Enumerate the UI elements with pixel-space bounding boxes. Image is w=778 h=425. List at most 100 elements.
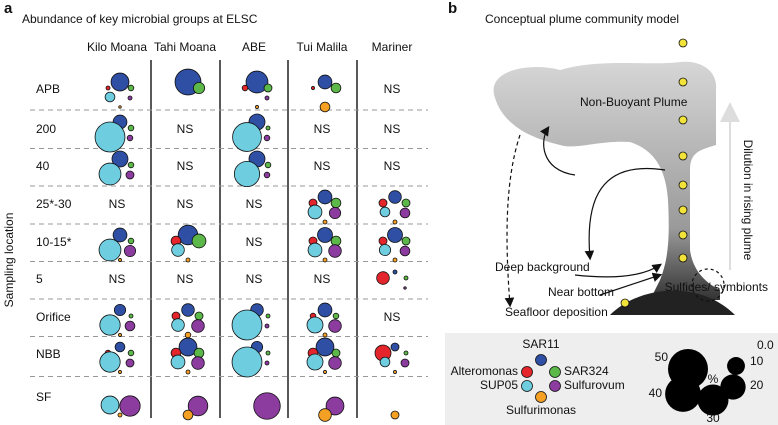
bubble	[128, 313, 134, 319]
bubble	[393, 370, 397, 374]
bubble	[187, 395, 209, 417]
bubble	[315, 337, 335, 357]
bubble	[376, 271, 390, 285]
bubble	[400, 358, 410, 368]
bubble	[118, 370, 122, 374]
bubble	[100, 395, 120, 415]
legend-swatch	[535, 354, 547, 366]
not-sampled: NS	[384, 310, 401, 324]
bubble	[98, 238, 122, 262]
bubble	[231, 309, 263, 341]
size-key-label: 0.0	[757, 338, 774, 352]
bubble	[331, 348, 341, 358]
bubble	[245, 70, 269, 94]
bubble	[325, 396, 345, 416]
bubble	[127, 84, 135, 92]
bubble	[181, 303, 195, 317]
bubble	[118, 333, 122, 337]
not-sampled: NS	[246, 235, 263, 249]
legend-label: Sulfurovum	[564, 378, 625, 392]
bubble	[322, 219, 328, 225]
plume-diagram	[493, 38, 740, 315]
bubble	[390, 410, 400, 420]
size-key	[668, 349, 708, 389]
bubble	[328, 244, 342, 258]
row-label: SF	[36, 390, 51, 404]
bubble	[392, 257, 398, 263]
bubble	[263, 134, 271, 142]
column-label: Tui Malila	[297, 40, 348, 54]
column-label: Tahi Moana	[154, 40, 216, 54]
bubble	[378, 236, 388, 246]
bubble	[323, 370, 327, 374]
bubble	[378, 198, 388, 208]
bubble	[390, 342, 400, 352]
row-label: 200	[36, 122, 56, 136]
bubble	[399, 207, 411, 219]
legend-label: Alteromonas	[451, 364, 518, 378]
bubble	[117, 412, 123, 418]
dilution-label: Dilution in rising plume	[741, 140, 755, 261]
bubble	[387, 227, 403, 243]
bubble	[307, 204, 323, 220]
row-label: NBB	[36, 347, 61, 361]
bubble	[118, 105, 122, 109]
column-label: Mariner	[372, 40, 413, 54]
bubble	[306, 353, 324, 371]
bubble	[110, 72, 130, 92]
y-axis-label: Sampling location	[2, 213, 16, 308]
bubble	[330, 197, 342, 209]
size-unit: %	[708, 372, 719, 386]
bubble	[263, 83, 273, 93]
not-sampled: NS	[177, 197, 194, 211]
bubble-grid: Kilo Moana Tahi Moana ABE Tui Malila Mariner…	[30, 40, 428, 422]
size-key-label: 20	[750, 378, 764, 392]
bubble	[322, 257, 328, 263]
bubble	[388, 190, 402, 204]
bubble	[403, 350, 409, 356]
bubble	[265, 313, 271, 319]
bubble	[265, 125, 271, 131]
bubble	[263, 171, 271, 179]
bubble	[264, 161, 272, 169]
bubble	[182, 409, 194, 421]
bubble	[185, 369, 191, 375]
bubble	[171, 318, 185, 332]
bubble	[319, 101, 331, 113]
not-sampled: NS	[384, 159, 401, 173]
bubble	[233, 160, 261, 188]
bubble	[401, 236, 411, 246]
bubble	[306, 316, 324, 334]
column-label: ABE	[242, 40, 266, 54]
bubble	[111, 150, 129, 168]
bubble	[241, 84, 249, 92]
panel-label: b	[448, 0, 457, 17]
bubble	[127, 349, 135, 357]
legend-swatch	[521, 366, 533, 378]
legend-label: SUP05	[480, 378, 518, 392]
bubble	[401, 198, 411, 208]
legend-swatch	[535, 391, 547, 403]
bubble	[178, 337, 198, 357]
bubble	[104, 91, 116, 103]
not-sampled: NS	[109, 197, 126, 211]
bubble	[328, 206, 342, 220]
bubble	[184, 331, 192, 339]
bubble	[118, 258, 122, 262]
row-label: Orifice	[36, 310, 71, 324]
bubble	[253, 392, 281, 420]
not-sampled: NS	[246, 272, 263, 286]
legend-swatch	[521, 380, 533, 392]
row-label: 5	[36, 272, 43, 286]
not-sampled: NS	[109, 272, 126, 286]
row-label: 40	[36, 159, 50, 173]
bubble	[318, 408, 332, 422]
bubble	[379, 356, 391, 368]
bubble	[127, 95, 133, 101]
bubble	[392, 269, 398, 275]
bubble	[94, 121, 126, 153]
legend-swatch	[549, 380, 561, 392]
panel-title: Abundance of key microbial groups at ELS…	[22, 12, 258, 26]
not-sampled: NS	[314, 122, 331, 136]
